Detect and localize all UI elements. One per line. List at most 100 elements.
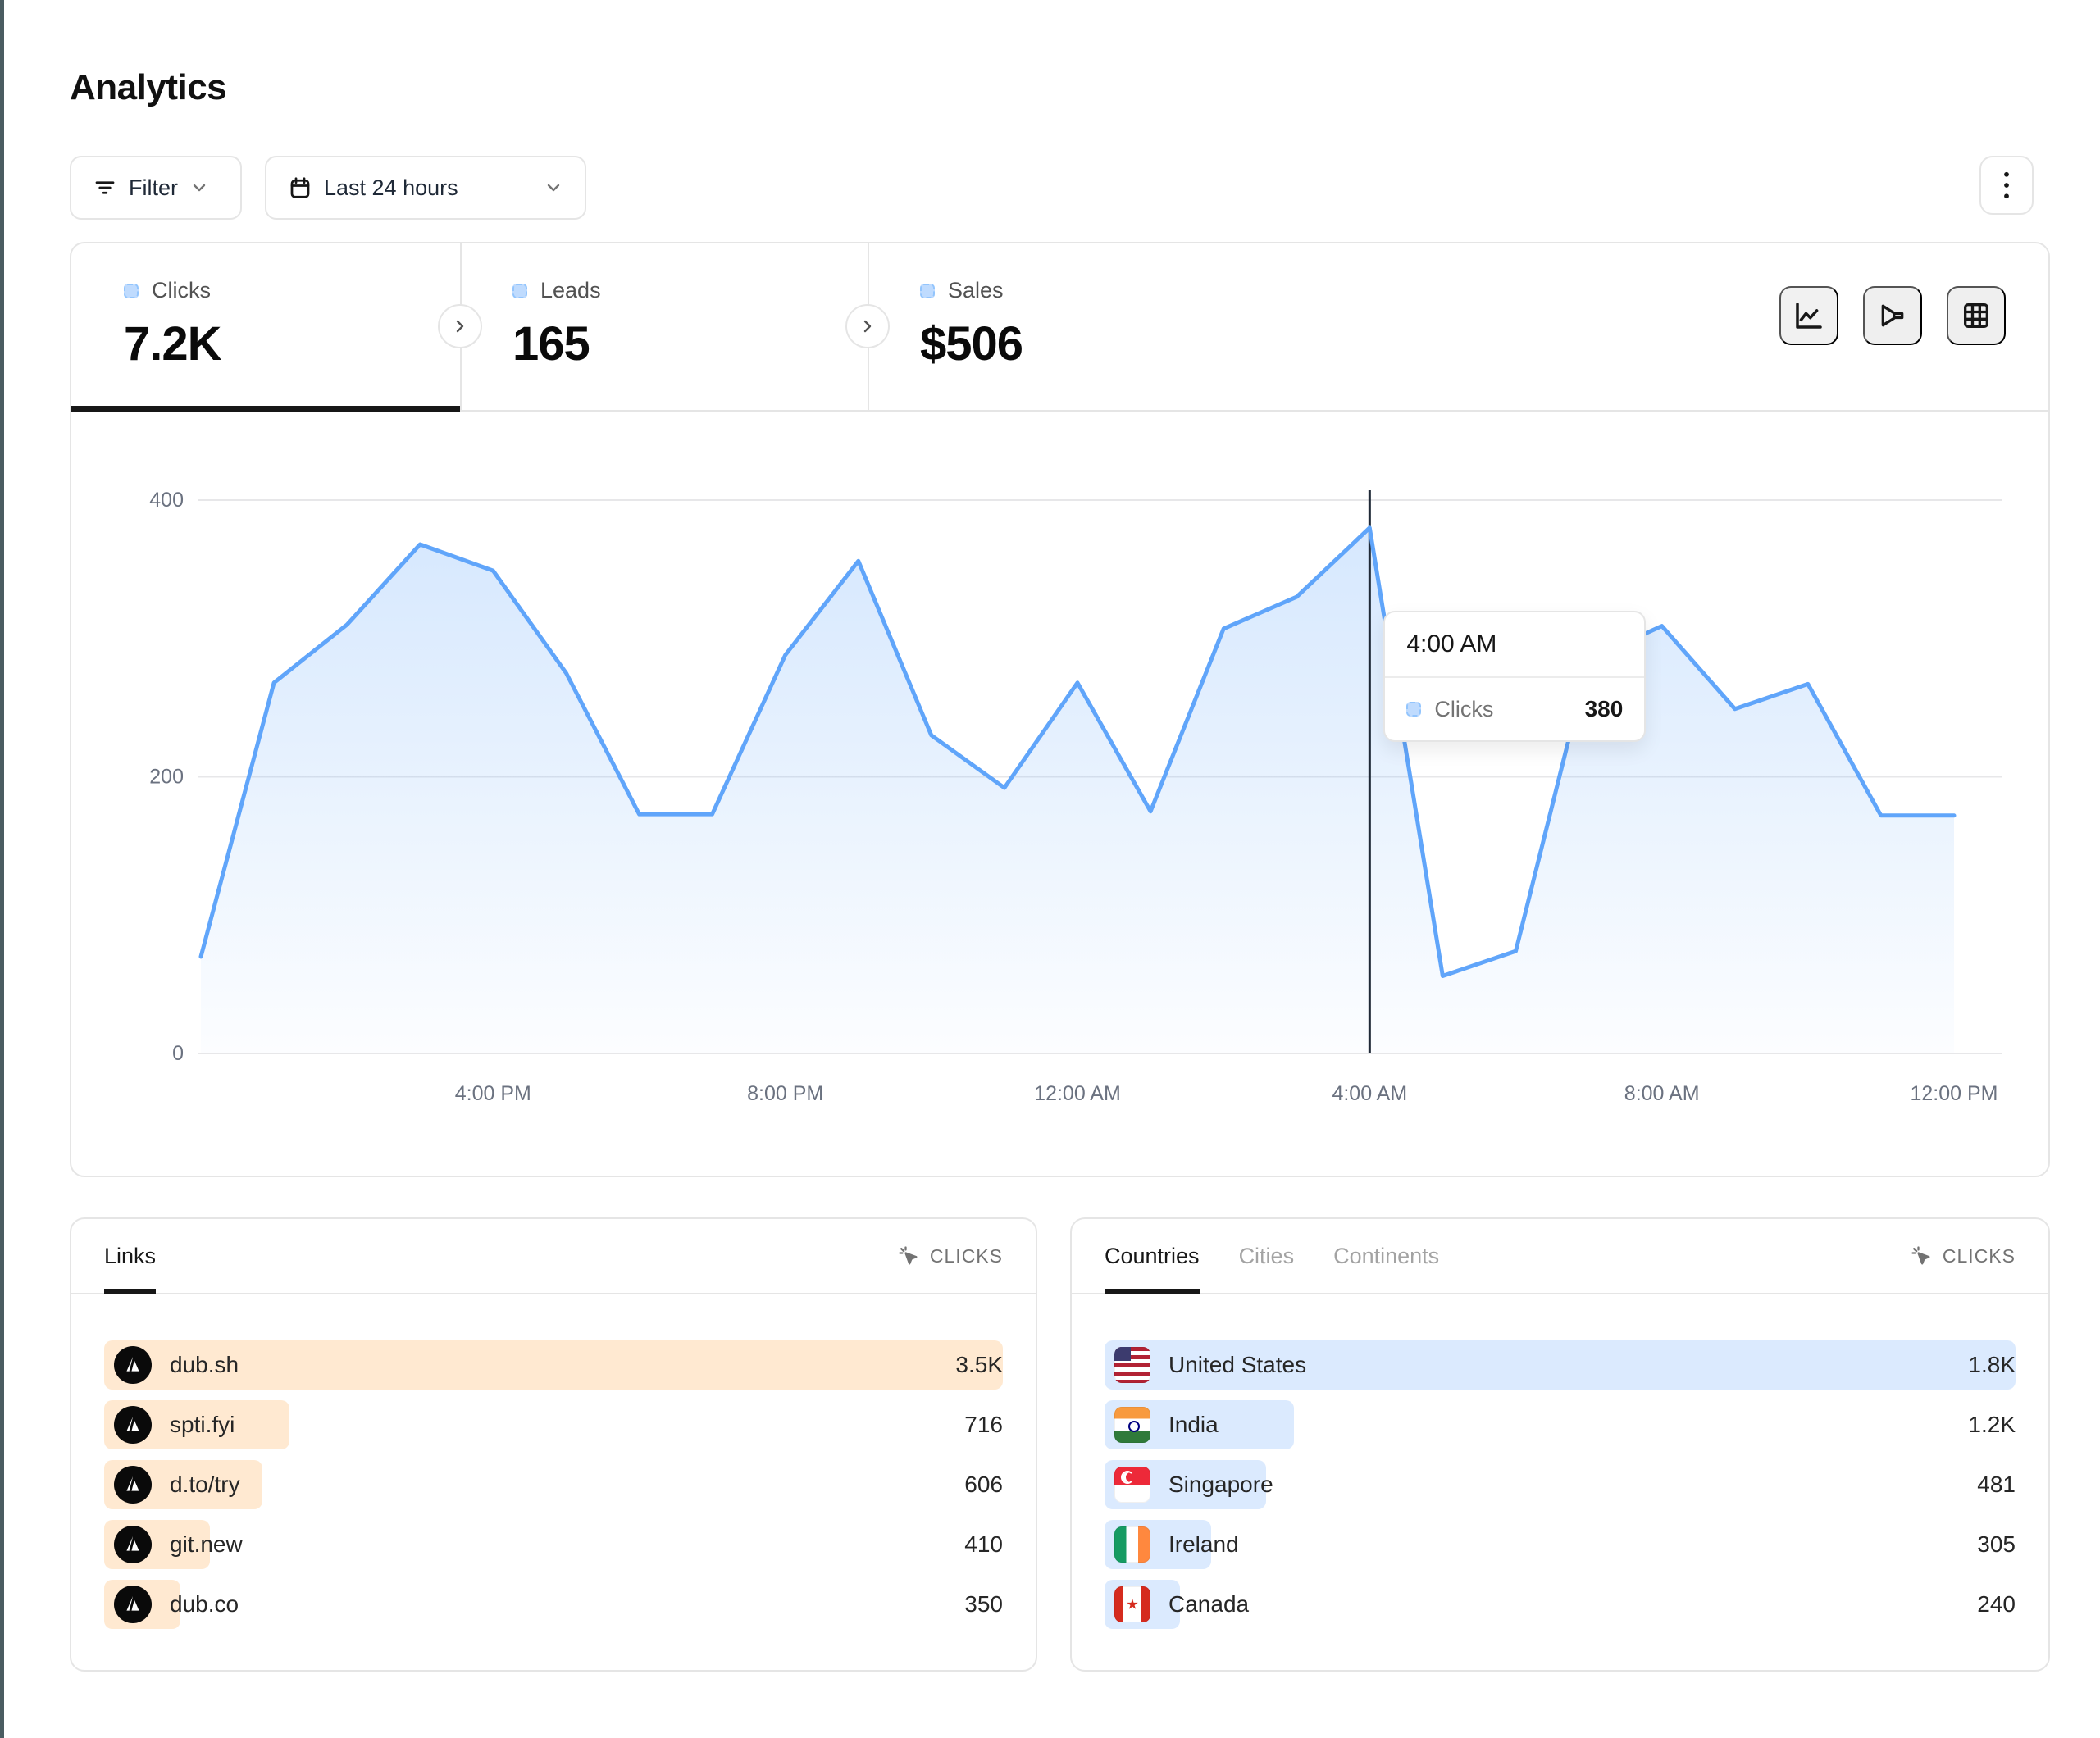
line-chart-view-button[interactable] <box>1779 286 1838 345</box>
row-value: 1.8K <box>1968 1352 2016 1377</box>
table-row[interactable]: India 1.2K <box>1105 1400 2016 1449</box>
funnel-icon <box>1881 304 1904 327</box>
value-bar <box>104 1340 1003 1390</box>
chevron-right-icon <box>863 320 872 333</box>
tab-clicks[interactable]: Clicks 7.2K <box>71 243 460 410</box>
table-row[interactable]: git.new 410 <box>104 1520 1003 1569</box>
row-label: dub.co <box>170 1591 239 1617</box>
row-value: 305 <box>1977 1531 2016 1557</box>
links-list: dub.sh 3.5K spti.fyi 716 d.to/try 606 git.new 4… <box>104 1340 1003 1640</box>
row-value: 240 <box>1977 1591 2016 1617</box>
page-title: Analytics <box>70 67 227 107</box>
clicks-legend-swatch <box>124 283 139 298</box>
chevron-down-icon <box>544 178 563 198</box>
table-row[interactable]: spti.fyi 716 <box>104 1400 1003 1449</box>
ie-flag-icon <box>1114 1526 1150 1563</box>
links-panel: Links CLICKS dub.sh 3.5K spti.fyi 716 d.to/t… <box>70 1217 1037 1672</box>
link-favicon <box>114 1466 152 1504</box>
geo-metric-label: CLICKS <box>1942 1244 2016 1267</box>
links-metric[interactable]: CLICKS <box>897 1244 1003 1267</box>
kebab-menu-icon <box>1994 171 2019 200</box>
table-row[interactable]: d.to/try 606 <box>104 1460 1003 1509</box>
chevron-down-icon <box>189 178 209 198</box>
expand-leads-chevron-button[interactable] <box>845 304 890 348</box>
tab-countries[interactable]: Countries <box>1105 1219 1200 1294</box>
stats-tabs-row: Clicks 7.2K Leads 165 Sales $506 <box>71 243 2048 412</box>
dub-logo-glyph <box>126 1536 139 1551</box>
funnel-view-button[interactable] <box>1863 286 1922 345</box>
filter-label: Filter <box>129 175 178 200</box>
table-row[interactable]: dub.sh 3.5K <box>104 1340 1003 1390</box>
row-label: dub.sh <box>170 1352 239 1377</box>
value-bar <box>1105 1340 2016 1390</box>
x-axis-tick-label: 8:00 AM <box>1624 1082 1700 1105</box>
tooltip-series-swatch <box>1406 702 1422 717</box>
tab-links[interactable]: Links <box>104 1219 157 1294</box>
tooltip-time: 4:00 AM <box>1385 612 1645 678</box>
row-value: 1.2K <box>1968 1412 2016 1437</box>
dub-logo-glyph <box>126 1416 139 1431</box>
table-row[interactable]: Ireland 305 <box>1105 1520 2016 1569</box>
row-label: git.new <box>170 1531 243 1557</box>
x-axis-tick-label: 4:00 AM <box>1332 1082 1407 1105</box>
calendar-icon <box>288 175 312 200</box>
row-label: spti.fyi <box>170 1412 235 1437</box>
tab-sales[interactable]: Sales $506 <box>868 243 1360 410</box>
links-metric-label: CLICKS <box>929 1244 1003 1267</box>
ca-flag-icon <box>1114 1586 1150 1622</box>
clicks-tab-label: Clicks <box>152 278 211 303</box>
table-grid-icon <box>1964 303 1988 328</box>
row-value: 410 <box>964 1531 1003 1557</box>
tab-cities[interactable]: Cities <box>1238 1243 1295 1268</box>
countries-list: United States 1.8K India 1.2K Singapore 481 Ir… <box>1105 1340 2016 1640</box>
line-chart-icon <box>1796 303 1822 329</box>
sales-legend-swatch <box>920 283 935 298</box>
clicks-line <box>198 525 1957 978</box>
more-options-button[interactable] <box>1979 156 2034 215</box>
leads-legend-swatch <box>512 283 527 298</box>
table-row[interactable]: Singapore 481 <box>1105 1460 2016 1509</box>
tab-leads[interactable]: Leads 165 <box>460 243 868 410</box>
row-label: India <box>1168 1412 1219 1437</box>
row-label: Canada <box>1168 1591 1250 1617</box>
row-label: d.to/try <box>170 1472 240 1497</box>
geo-metric[interactable]: CLICKS <box>1910 1244 2016 1267</box>
dub-logo-glyph <box>126 1595 139 1611</box>
leads-tab-value: 165 <box>512 317 590 371</box>
cursor-click-icon <box>1911 1246 1930 1265</box>
clicks-tab-value: 7.2K <box>124 317 222 371</box>
leads-tab-label: Leads <box>540 278 601 303</box>
row-value: 3.5K <box>955 1352 1003 1377</box>
chart-view-toggles <box>1779 286 2006 345</box>
expand-clicks-chevron-button[interactable] <box>438 304 482 348</box>
filter-icon <box>93 175 117 200</box>
row-label: Ireland <box>1168 1531 1239 1557</box>
row-value: 481 <box>1977 1472 2016 1497</box>
table-row[interactable]: Canada 240 <box>1105 1580 2016 1629</box>
chart-canvas: 0 200 400 4:00 PM 8:00 PM 12:00 AM 4:00 AM 8:00… <box>149 489 2002 1105</box>
y-axis-tick-label: 0 <box>172 1042 184 1065</box>
x-axis-tick-label: 8:00 PM <box>747 1082 823 1105</box>
us-flag-icon <box>1114 1347 1150 1383</box>
row-value: 716 <box>964 1412 1003 1437</box>
row-value: 606 <box>964 1472 1003 1497</box>
date-range-label: Last 24 hours <box>324 175 458 200</box>
link-favicon <box>114 1586 152 1623</box>
tab-continents[interactable]: Continents <box>1333 1243 1440 1268</box>
link-favicon <box>114 1526 152 1563</box>
date-range-button[interactable]: Last 24 hours <box>265 156 586 220</box>
geo-panel: Countries Cities Continents CLICKS Unite… <box>1070 1217 2050 1672</box>
chevron-right-icon <box>456 320 464 333</box>
x-axis-tick-label: 12:00 PM <box>1910 1082 1998 1105</box>
cursor-click-icon <box>899 1246 918 1265</box>
sg-flag-icon <box>1114 1467 1150 1503</box>
link-favicon <box>114 1406 152 1444</box>
dub-logo-glyph <box>126 1476 139 1491</box>
table-row[interactable]: United States 1.8K <box>1105 1340 2016 1390</box>
tooltip-series-label: Clicks <box>1434 696 1494 721</box>
tooltip-value: 380 <box>1584 696 1624 721</box>
filter-button[interactable]: Filter <box>70 156 242 220</box>
table-row[interactable]: dub.co 350 <box>104 1580 1003 1629</box>
table-view-button[interactable] <box>1947 286 2006 345</box>
clicks-area-chart[interactable]: 0 200 400 4:00 PM 8:00 PM 12:00 AM 4:00 AM 8:00… <box>71 412 2048 1174</box>
